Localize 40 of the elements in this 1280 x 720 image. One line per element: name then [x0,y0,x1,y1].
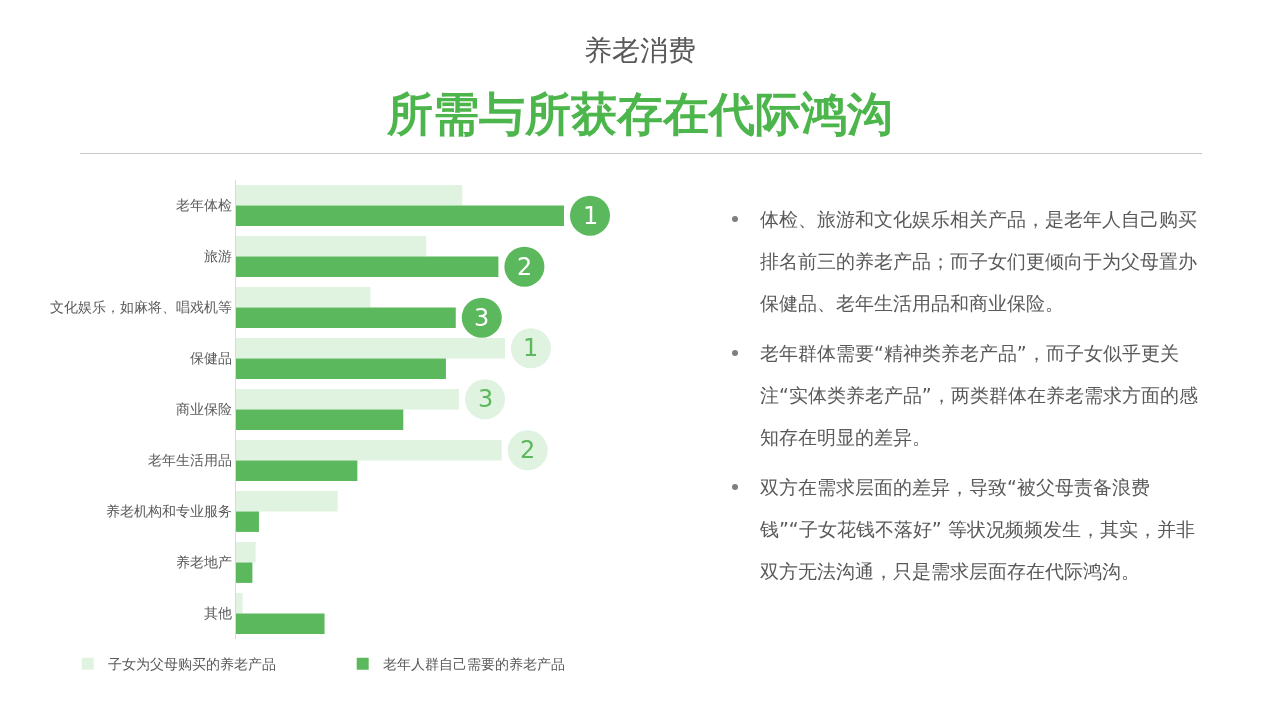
bar [236,409,404,430]
chart-title: 所需与所获存在代际鸿沟 [386,86,894,143]
bar [236,562,253,583]
text: 体检、旅游和文化娱乐相关产品，是老年人自己购买排名前三的养老产品；而子女们更倾向于为父母置办保健品、老年生活用品和商业保险。 [759,207,1198,316]
y-tick-label: 保健品 [190,350,233,367]
annotation: 2 [517,253,533,281]
bar [236,511,259,532]
bar [236,491,338,512]
y-tick-label: 文化娱乐，如麻将、唱戏机等 [50,299,233,316]
bar [236,287,371,308]
bar [236,389,460,410]
bar [236,236,427,257]
y-tick-label: 商业保险 [176,401,233,418]
annotation: 3 [474,304,490,332]
bar [236,460,358,481]
bar [236,613,325,634]
annotation: 1 [583,202,599,230]
bar [236,256,499,277]
y-tick-label: 老年生活用品 [148,452,233,469]
text: 养老消费 [583,33,697,69]
y-tick-label: 养老机构和专业服务 [106,503,233,520]
y-tick-label: 旅游 [204,248,233,265]
text: 老年群体需要“精神类养老产品”，而子女似乎更关注“实体类养老产品”，两类群体在养老需求方面的感知存在明显的差异。 [759,341,1198,450]
y-tick-label: 老年体检 [176,197,233,214]
bar [236,542,256,563]
bar [236,338,505,359]
bar [236,307,456,328]
text: 双方在需求层面的差异，导致“被父母责备浪费钱”“子女花钱不落好” 等状况频频发生，其实，并非双方无法沟通，只是需求层面存在代际鸿沟。 [759,475,1196,584]
annotation: 1 [523,334,539,362]
annotation: 3 [478,385,494,413]
annotation: 2 [520,436,536,464]
bar [236,440,502,461]
y-tick-label: 养老地产 [176,554,233,571]
bar [236,358,446,379]
y-tick-label: 其他 [204,605,233,622]
legend-label: 子女为父母购买的养老产品 [107,656,276,673]
legend-label: 老年人群自己需要的养老产品 [382,656,565,673]
bar [236,593,243,614]
bar [236,185,463,206]
bar [236,205,564,226]
